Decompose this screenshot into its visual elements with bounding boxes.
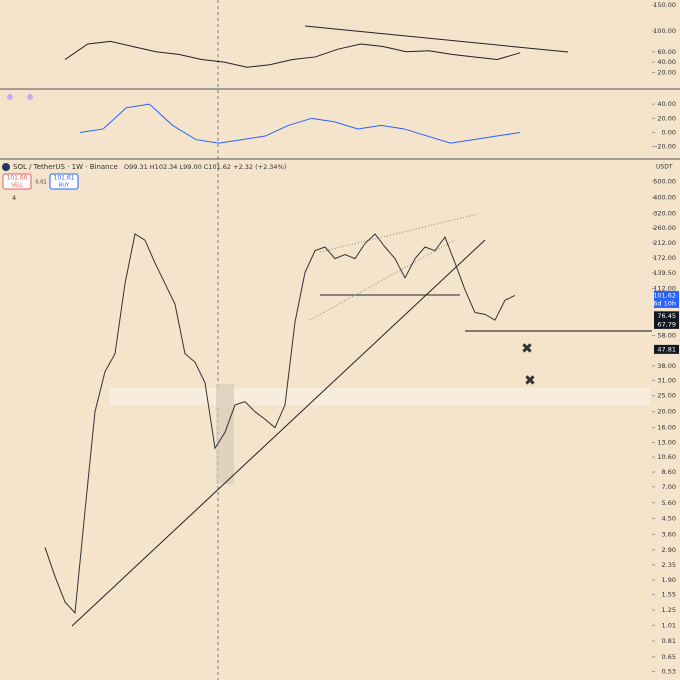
channel [319,213,479,253]
price-tag-label: 67.79 [657,320,676,328]
y-tick-label: 20.00 [657,408,676,416]
zone [216,384,234,484]
sell-price: 101.60 [7,175,28,182]
y-tick-label: 400.00 [653,193,676,201]
sell-button[interactable] [2,173,32,190]
y-tick-label: 112.00 [653,284,676,292]
y-tick-label: 5.60 [662,499,676,507]
zone [110,388,650,405]
y-tick-label: 1.01 [662,621,676,629]
x-mark: ✖ [524,373,536,389]
y-tick-label: 2.35 [662,561,676,569]
price-tag [654,290,679,308]
price-tag-label: 47.81 [657,345,676,353]
y-tick-label: 0.81 [662,637,676,645]
y-tick-label: 60.00 [657,48,676,56]
y-tick-label: 40.00 [657,100,676,108]
y-tick-label: 1.55 [662,591,676,599]
y-tick-label: -20.00 [655,143,676,151]
price-tag [654,311,679,321]
indicator-count: 4 [12,194,16,202]
currency[interactable]: USDT [656,164,673,171]
x-mark: ✖ [521,341,533,357]
y-tick-label: 7.00 [662,483,676,491]
price-line [79,103,521,144]
y-tick-label: 0.00 [662,129,676,137]
y-tick-label: 16.00 [657,424,676,432]
sell-label: SELL [11,183,23,189]
y-tick-label: 31.00 [657,376,676,384]
price-tag-label: 76.45 [657,312,676,320]
price-tag [654,344,679,354]
channel [309,239,456,321]
y-tick-label: 0.53 [662,667,676,675]
trendline [71,239,486,627]
y-tick-label: 500.00 [653,177,676,185]
buy-button[interactable] [49,173,79,190]
y-tick-label: 3.60 [662,530,676,538]
buy-price: 101.61 [54,175,75,182]
y-tick-label: 172.00 [653,254,676,262]
y-tick-label: 8.60 [662,468,676,476]
indicator-icon [27,94,33,100]
y-tick-label: 58.00 [657,332,676,340]
trendline [304,25,569,53]
indicator-icon [7,94,13,100]
y-tick-label: 150.00 [653,1,676,9]
y-tick-label: 40.00 [657,58,676,66]
spread: 0.01 [35,180,46,186]
y-tick-label: 20.00 [657,114,676,122]
y-tick-label: 260.00 [653,224,676,232]
y-tick-label: 2.90 [662,546,676,554]
y-tick-label: 1.90 [662,576,676,584]
y-tick-label: 10.60 [657,453,676,461]
ohlc: O99.31 H102.34 L99.00 C101.62 +2.32 (+2.… [124,163,286,171]
y-tick-label: 100.00 [653,27,676,35]
price-line [64,40,521,68]
countdown: 6d 10h [653,299,676,307]
y-tick-label: 38.00 [657,362,676,370]
y-tick-label: 320.00 [653,209,676,217]
price-line [44,233,516,615]
y-tick-label: 4.50 [662,514,676,522]
y-tick-label: 20.00 [657,68,676,76]
buy-label: BUY [59,183,70,189]
price-tag [654,319,679,329]
y-tick-label: 25.00 [657,392,676,400]
y-tick-label: 0.65 [662,653,676,661]
y-tick-label: 1.25 [662,606,676,614]
symbol: SOL / TetherUS · 1W · Binance [13,163,118,171]
y-tick-label: 212.00 [653,239,676,247]
y-tick-label: 139.50 [653,269,676,277]
y-tick-label: 13.00 [657,439,676,447]
price-tag-label: 101.62 [653,291,676,299]
symbol-icon [2,163,10,171]
